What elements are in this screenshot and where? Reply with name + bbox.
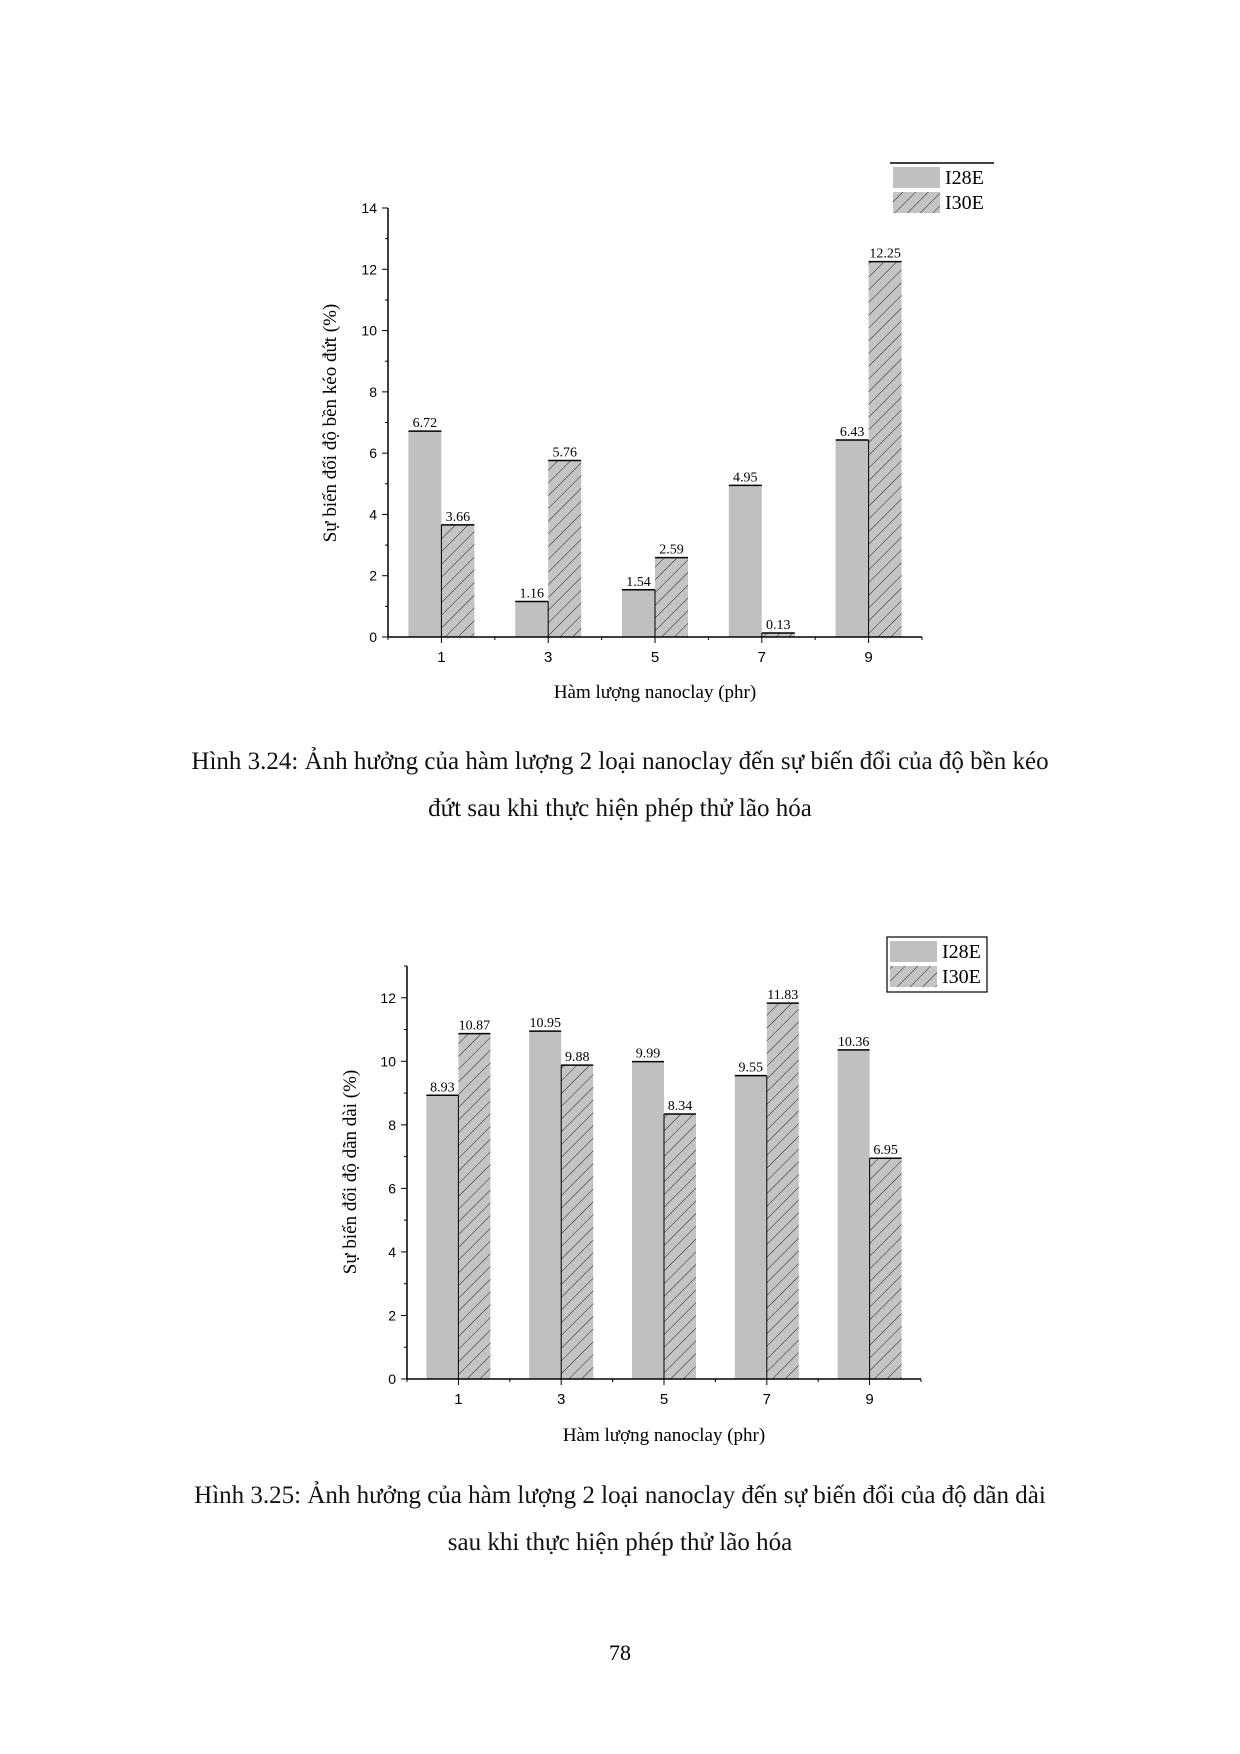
chart2-legend-swatch-i30e: [890, 966, 937, 987]
chart1-bar-i30e: [761, 633, 795, 637]
chart2-bar-i28e: [426, 1095, 459, 1379]
figure-3-24-caption-line2: đứt sau khi thực hiện phép thử lão hóa: [428, 795, 812, 822]
chart1-legend-label-i30e: I30E: [945, 192, 984, 214]
chart2-bar-i28e: [529, 1031, 562, 1379]
chart1-bar-i28e: [728, 485, 762, 637]
chart1-x-tick-label: 9: [864, 649, 872, 666]
chart1-data-label: 12.25: [869, 247, 901, 262]
chart2-bar-i28e: [734, 1075, 767, 1379]
chart1-bar-i30e: [441, 524, 475, 637]
chart2-data-label: 6.95: [873, 1143, 898, 1158]
chart1-legend-swatch-i28e: [893, 167, 940, 188]
chart1-data-label: 5.76: [552, 445, 577, 460]
chart1-data-label: 6.72: [413, 416, 438, 431]
chart2-x-tick-label: 5: [660, 1391, 668, 1408]
chart2-legend-box: [886, 936, 988, 993]
chart1-x-tick-label: 7: [758, 649, 766, 666]
chart2-y-tick-label: 0: [388, 1371, 396, 1387]
chart1-y-tick-label: 12: [361, 261, 377, 277]
chart2-legend-label-i28e: I28E: [942, 941, 981, 963]
chart2-y-tick-label: 8: [388, 1117, 396, 1133]
chart1-y-tick-label: 4: [369, 506, 377, 522]
chart1-data-label: 0.13: [766, 618, 791, 633]
chart1-legend-swatch-i30e: [893, 192, 940, 213]
chart2-legend-swatch-i28e: [890, 941, 937, 962]
chart2-bar-i28e: [837, 1049, 870, 1379]
chart1-y-tick-label: 8: [369, 384, 377, 400]
chart2-legend-label-i30e: I30E: [942, 966, 981, 988]
chart1-bar-i28e: [835, 439, 869, 637]
chart1-y-tick-label: 10: [361, 323, 377, 339]
chart1-data-label: 1.54: [626, 575, 651, 590]
chart1-bar-i28e: [515, 601, 549, 637]
figure-3-24-caption-line1: Hình 3.24: Ảnh hưởng của hàm lượng 2 loạ…: [191, 748, 1049, 775]
chart2-data-label: 9.88: [565, 1050, 590, 1065]
chart2-data-label: 11.83: [767, 988, 798, 1003]
chart1-y-tick-label: 6: [369, 445, 377, 461]
chart1-data-label: 4.95: [733, 470, 758, 485]
chart2-y-tick-label: 12: [380, 990, 396, 1006]
chart1-x-tick-label: 1: [437, 649, 445, 666]
chart1-data-label: 1.16: [519, 586, 544, 601]
chart1-bar-i30e: [868, 261, 902, 637]
chart2-bar-i30e: [458, 1033, 491, 1379]
chart2-data-label: 9.99: [636, 1047, 661, 1062]
chart2-data-label: 10.95: [529, 1016, 561, 1031]
chart1-data-label: 6.43: [840, 425, 865, 440]
chart2-bar-i30e: [664, 1114, 696, 1379]
chart1-y-tick-label: 0: [369, 629, 377, 645]
chart2-data-label: 9.55: [739, 1061, 764, 1076]
chart1-x-axis-label: Hàm lượng nanoclay (phr): [554, 682, 756, 703]
chart2-y-tick-label: 4: [388, 1244, 396, 1260]
chart2-y-tick-label: 6: [388, 1180, 396, 1196]
chart2-x-tick-label: 9: [865, 1391, 873, 1408]
chart2-bar-i30e: [869, 1158, 902, 1379]
chart1-y-tick-label: 14: [361, 200, 377, 216]
chart1-x-tick-label: 5: [651, 649, 659, 666]
chart1-bar-i28e: [408, 431, 442, 637]
chart1-bar-i28e: [622, 589, 655, 637]
chart2-data-label: 10.87: [459, 1019, 491, 1034]
chart1-data-label: 3.66: [446, 510, 471, 525]
figure-3-25-caption-line2: sau khi thực hiện phép thử lão hóa: [447, 1529, 793, 1556]
chart2-bar-i30e: [766, 1003, 799, 1379]
chart2-bar-i28e: [632, 1061, 664, 1379]
chart1-bar-i30e: [655, 557, 688, 637]
page-number: 78: [609, 1640, 631, 1665]
chart2-y-tick-label: 10: [380, 1053, 396, 1069]
chart1-y-axis-label: Sự biến đổi độ bền kéo đứt (%): [320, 304, 341, 543]
chart1-data-label: 2.59: [659, 543, 684, 558]
chart1-legend-label-i28e: I28E: [945, 167, 984, 189]
chart2-x-tick-label: 3: [557, 1391, 565, 1408]
chart2-y-tick-label: 2: [388, 1307, 396, 1323]
chart2-data-label: 8.34: [668, 1099, 693, 1114]
chart2-data-label: 8.93: [430, 1080, 455, 1095]
chart2-y-axis-label: Sự biến đổi độ dãn dài (%): [340, 1070, 361, 1274]
chart2-x-tick-label: 7: [763, 1391, 771, 1408]
chart2-x-tick-label: 1: [454, 1391, 462, 1408]
figure-3-25-caption-line1: Hình 3.25: Ảnh hưởng của hàm lượng 2 loạ…: [194, 1482, 1046, 1509]
chart2-bar-i30e: [561, 1065, 594, 1379]
chart1-bar-i30e: [548, 460, 582, 637]
chart2-x-axis-label: Hàm lượng nanoclay (phr): [563, 1425, 765, 1446]
chart2-data-label: 10.36: [838, 1035, 870, 1050]
chart1-y-tick-label: 2: [369, 568, 377, 584]
chart1-x-tick-label: 3: [544, 649, 552, 666]
